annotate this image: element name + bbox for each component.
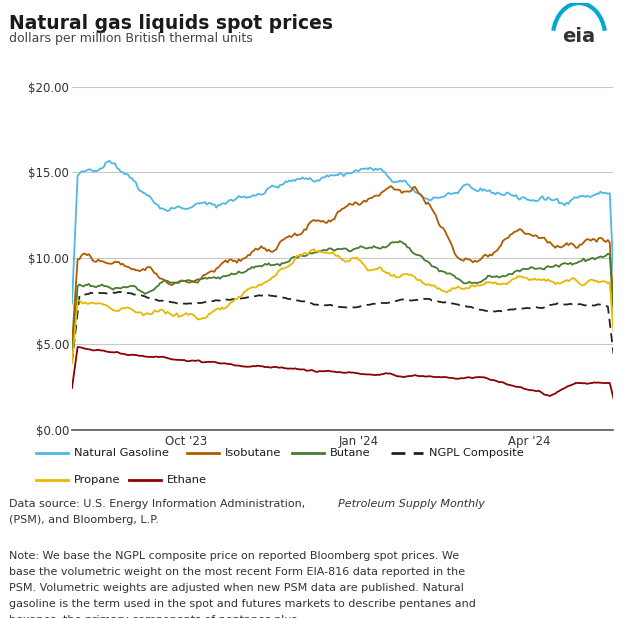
Text: Petroleum Supply Monthly: Petroleum Supply Monthly	[338, 499, 485, 509]
Text: hexanes, the primary components of pentanes plus.: hexanes, the primary components of penta…	[9, 615, 301, 618]
Text: PSM. Volumetric weights are adjusted when new PSM data are published. Natural: PSM. Volumetric weights are adjusted whe…	[9, 583, 464, 593]
Text: Natural Gasoline: Natural Gasoline	[74, 447, 168, 458]
Text: Note: We base the NGPL composite price on reported Bloomberg spot prices. We: Note: We base the NGPL composite price o…	[9, 551, 459, 561]
Text: gasoline is the term used in the spot and futures markets to describe pentanes a: gasoline is the term used in the spot an…	[9, 599, 476, 609]
Text: dollars per million British thermal units: dollars per million British thermal unit…	[9, 32, 253, 45]
Text: base the volumetric weight on the most recent Form EIA-816 data reported in the: base the volumetric weight on the most r…	[9, 567, 466, 577]
Text: Propane: Propane	[74, 475, 120, 486]
Text: (PSM), and Bloomberg, L.P.: (PSM), and Bloomberg, L.P.	[9, 515, 159, 525]
Text: eia: eia	[563, 27, 595, 46]
Text: Ethane: Ethane	[167, 475, 207, 486]
Text: Isobutane: Isobutane	[225, 447, 282, 458]
Text: Data source: U.S. Energy Information Administration,: Data source: U.S. Energy Information Adm…	[9, 499, 309, 509]
Text: NGPL Composite: NGPL Composite	[429, 447, 523, 458]
Text: Natural gas liquids spot prices: Natural gas liquids spot prices	[9, 14, 334, 33]
Text: Butane: Butane	[330, 447, 371, 458]
